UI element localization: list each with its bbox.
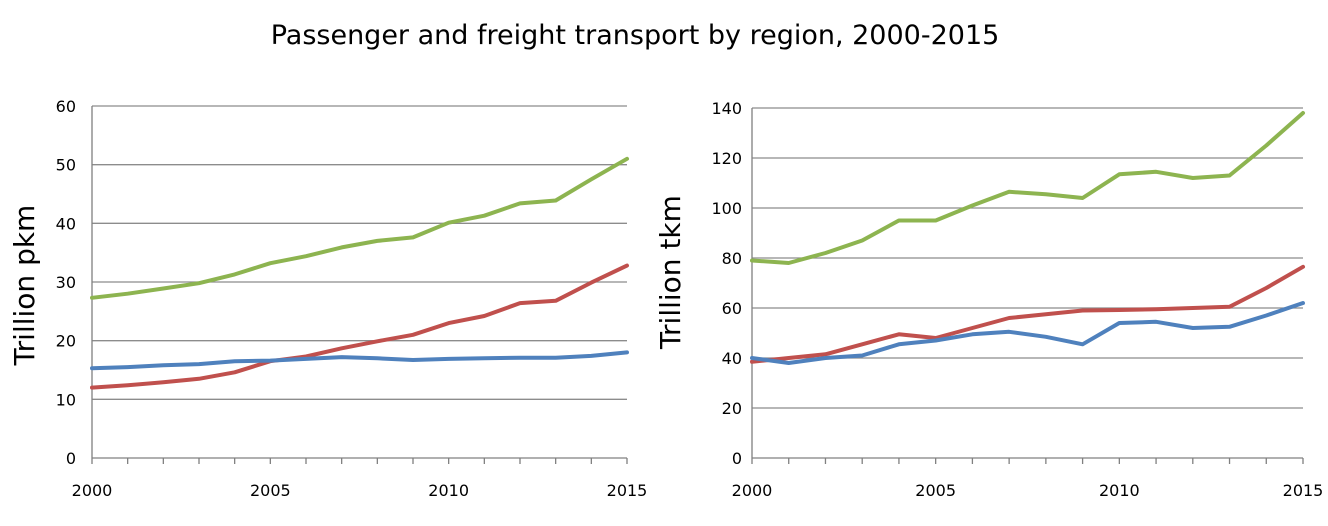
chart1-y-tick-label: 60 xyxy=(56,97,76,116)
chart1-y-axis-label: Trillion pkm xyxy=(8,205,41,367)
chart2-x-tick-label: 2000 xyxy=(732,481,773,500)
chart2-y-tick-label: 60 xyxy=(722,299,742,318)
chart1-series-line-red xyxy=(90,263,629,390)
chart2-series-line-blue xyxy=(750,301,1305,365)
chart1-x-tick-label: 2005 xyxy=(250,481,291,500)
chart2-y-tick-label: 40 xyxy=(722,349,742,368)
chart1-y-tick-label: 40 xyxy=(56,214,76,233)
chart2-x-tick-label: 2015 xyxy=(1283,481,1324,500)
chart1-x-tick-label: 2010 xyxy=(428,481,469,500)
chart2-y-axis-label: Trillion tkm xyxy=(654,195,687,350)
chart1-y-tick-label: 10 xyxy=(56,390,76,409)
chart1-x-tick-label: 2000 xyxy=(72,481,113,500)
chart2-y-tick-label: 100 xyxy=(711,199,742,218)
chart2-x-tick-label: 2005 xyxy=(915,481,956,500)
chart2-y-tick-label: 140 xyxy=(711,99,742,118)
chart2-y-tick-label: 0 xyxy=(732,449,742,468)
chart1-y-tick-label: 30 xyxy=(56,273,76,292)
chart1-series-line-green xyxy=(90,156,629,300)
chart2-series-line-red xyxy=(750,264,1305,364)
chart1-y-tick-label: 20 xyxy=(56,332,76,351)
chart1-y-tick-label: 50 xyxy=(56,156,76,175)
chart2-y-tick-label: 20 xyxy=(722,399,742,418)
chart2-y-tick-label: 120 xyxy=(711,149,742,168)
chart1-y-tick-label: 0 xyxy=(66,449,76,468)
chart-title: Passenger and freight transport by regio… xyxy=(270,20,1000,51)
chart2-x-tick-label: 2010 xyxy=(1099,481,1140,500)
chart2-series-line-green xyxy=(750,111,1305,265)
chart2-y-tick-label: 80 xyxy=(722,249,742,268)
chart1-x-tick-label: 2015 xyxy=(607,481,648,500)
chart1-series-line-blue xyxy=(90,350,629,371)
